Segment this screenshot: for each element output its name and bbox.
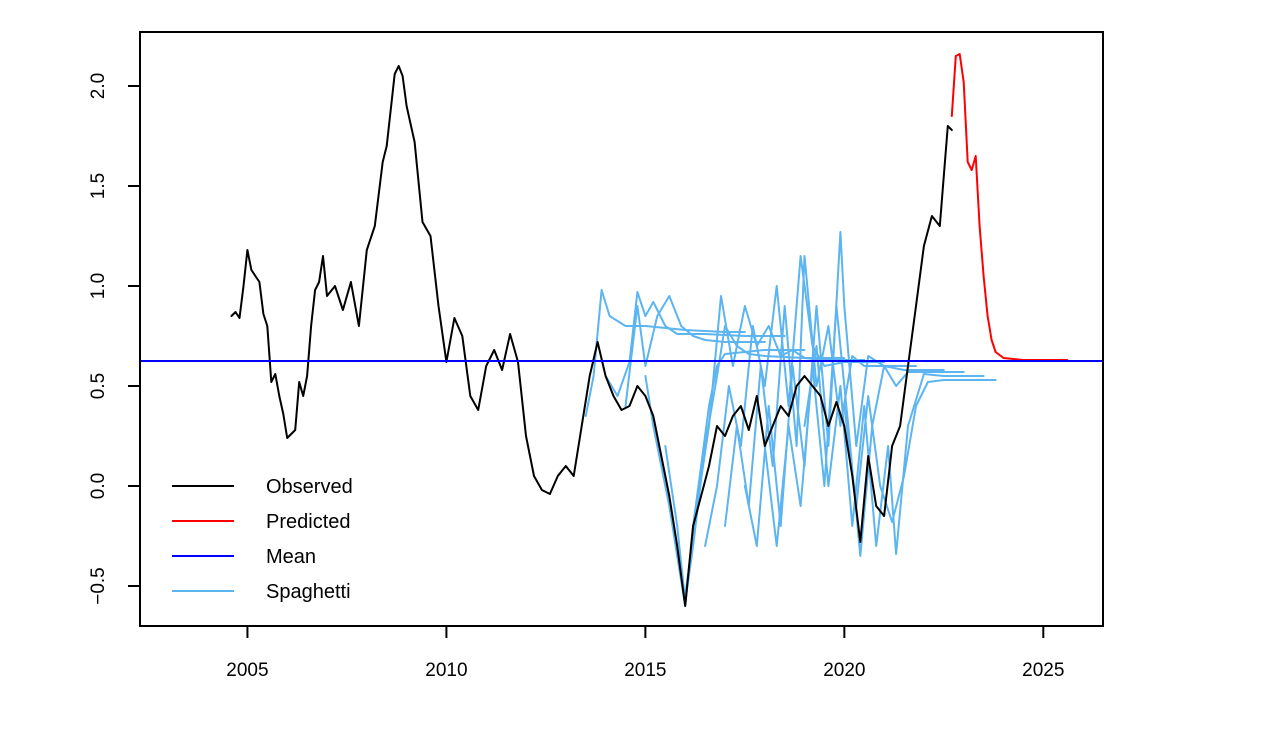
spaghetti-line-8 (724, 255, 917, 527)
spaghetti-line-3 (624, 295, 766, 407)
series-layer (230, 53, 1069, 607)
spaghetti-line-7 (704, 255, 886, 547)
legend-item-mean: Mean (172, 546, 316, 568)
legend-item-spaghetti: Spaghetti (172, 581, 351, 603)
spaghetti-line-10 (763, 305, 965, 557)
spaghetti-line-9 (743, 231, 945, 547)
spaghetti-line-12 (843, 379, 997, 523)
legend-label-spaghetti: Spaghetti (266, 581, 351, 603)
legend-label-observed: Observed (266, 476, 353, 498)
y-tick-label-0: −0.5 (88, 567, 109, 605)
legend-label-predicted: Predicted (266, 511, 351, 533)
legend-item-predicted: Predicted (172, 511, 351, 533)
x-axis: 2005 2010 2015 2020 2025 (226, 626, 1064, 681)
x-tick-label-2020: 2020 (823, 660, 865, 681)
spaghetti-line-11 (803, 345, 985, 555)
legend-label-mean: Mean (266, 546, 316, 568)
x-tick-label-2005: 2005 (226, 660, 268, 681)
y-tick-label-2: 0.5 (88, 373, 109, 399)
plot-frame (139, 31, 1104, 627)
y-tick-label-1: 0.0 (88, 473, 109, 499)
y-tick-label-3: 1.0 (88, 273, 109, 299)
y-tick-label-5: 2.0 (88, 73, 109, 99)
y-axis: −0.5 0.0 0.5 1.0 1.5 2.0 (88, 73, 140, 605)
legend: Observed Predicted Mean Spaghetti (172, 476, 353, 603)
x-tick-label-2015: 2015 (624, 660, 666, 681)
predicted-line (950, 53, 1069, 361)
x-tick-label-2010: 2010 (425, 660, 467, 681)
legend-item-observed: Observed (172, 476, 353, 498)
y-tick-label-4: 1.5 (88, 173, 109, 199)
observed-line (230, 65, 953, 607)
x-tick-label-2025: 2025 (1022, 660, 1064, 681)
